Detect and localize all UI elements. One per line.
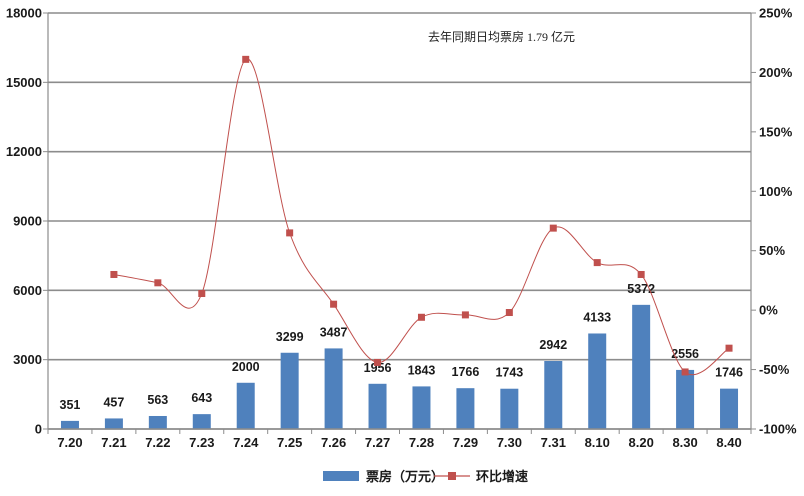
line-series-path (113, 58, 730, 375)
bar-data-label: 5372 (627, 282, 655, 296)
legend-label-line: 环比增速 (476, 469, 528, 484)
right-axis-tick-label: 200% (759, 65, 793, 80)
x-axis-tick-label: 8.30 (672, 435, 697, 450)
bar (60, 420, 79, 429)
line-point (242, 55, 250, 63)
x-axis-tick-label: 7.29 (453, 435, 478, 450)
x-axis-tick-label: 8.10 (585, 435, 610, 450)
x-axis-tick-label: 7.20 (57, 435, 82, 450)
bar-data-label: 3487 (320, 325, 348, 339)
axes (43, 12, 756, 434)
line-point (461, 311, 469, 319)
line-point (374, 358, 382, 366)
bar (632, 304, 651, 429)
bar (236, 382, 255, 429)
right-axis-tick-label: -100% (759, 422, 797, 437)
right-axis-tick-label: 100% (759, 184, 793, 199)
legend-swatch-bars (323, 471, 359, 481)
bar (192, 414, 211, 429)
bar-data-label: 1843 (408, 363, 436, 377)
bar-data-label: 643 (191, 391, 212, 405)
x-axis-ticks: 7.20 7.21 7.22 7.23 7.24 7.25 7.26 7.27 7.28 7.29… (57, 435, 741, 450)
bar (324, 348, 343, 429)
right-axis-ticks: -100% -50% 0% 50% 100% 150% 200% 250% (759, 6, 797, 437)
bar (148, 415, 167, 429)
line-point (198, 290, 206, 298)
gridlines (48, 12, 751, 430)
annotation-text: 去年同期日均票房 1.79 亿元 (428, 29, 575, 44)
left-axis-tick-label: 15000 (6, 75, 42, 90)
x-axis-tick-label: 7.27 (365, 435, 390, 450)
bar (104, 418, 123, 429)
bar-data-label: 1956 (364, 361, 392, 375)
x-axis-tick-label: 8.20 (629, 435, 654, 450)
line-point (725, 344, 733, 352)
line-point (549, 224, 557, 232)
left-axis-ticks: 0 3000 6000 9000 12000 15000 18000 (6, 6, 42, 437)
line-point (110, 270, 118, 278)
line-point (286, 229, 294, 237)
bar (500, 388, 519, 429)
bar-data-label: 1766 (452, 365, 480, 379)
x-axis-tick-label: 7.26 (321, 435, 346, 450)
bar (456, 388, 475, 429)
line-point (417, 313, 425, 321)
x-axis-tick-label: 7.21 (101, 435, 126, 450)
x-axis-tick-label: 7.22 (145, 435, 170, 450)
bar-data-label: 2000 (232, 360, 260, 374)
bar (368, 383, 387, 429)
bar (588, 333, 607, 429)
bar-data-label: 2942 (539, 338, 567, 352)
line-point (330, 300, 338, 308)
line-point (637, 270, 645, 278)
bar-data-label: 2556 (671, 347, 699, 361)
bar (720, 388, 739, 429)
legend-swatch-marker (448, 472, 456, 480)
x-axis-tick-label: 7.30 (497, 435, 522, 450)
bar-data-label: 457 (103, 395, 124, 409)
bar (544, 361, 563, 429)
left-axis-tick-label: 12000 (6, 144, 42, 159)
right-axis-tick-label: 50% (759, 243, 785, 258)
bar-data-label: 4133 (583, 310, 611, 324)
line-point (593, 259, 601, 267)
left-axis-tick-label: 3000 (13, 352, 42, 367)
x-axis-tick-label: 7.25 (277, 435, 302, 450)
left-axis-tick-label: 18000 (6, 6, 42, 21)
x-axis-tick-label: 7.28 (409, 435, 434, 450)
bar (412, 386, 431, 429)
left-axis-tick-label: 9000 (13, 214, 42, 229)
left-axis-tick-label: 0 (35, 422, 42, 437)
bar-series (60, 304, 739, 429)
right-axis-tick-label: -50% (759, 362, 790, 377)
legend: 票房（万元） 环比增速 (323, 469, 528, 484)
bar-data-label: 1746 (715, 366, 743, 380)
x-axis-tick-label: 7.24 (233, 435, 259, 450)
bar-data-label: 1743 (495, 366, 523, 380)
right-axis-tick-label: 150% (759, 124, 793, 139)
right-axis-tick-label: 0% (759, 303, 778, 318)
line-point (681, 368, 689, 376)
x-axis-tick-label: 7.31 (541, 435, 566, 450)
right-axis-tick-label: 250% (759, 6, 793, 21)
bar (280, 352, 299, 429)
x-axis-tick-label: 8.40 (716, 435, 741, 450)
bar-data-labels: 351 457 563 643 2000 3299 3487 1956 1843 1766 1743… (60, 282, 743, 412)
bar-data-label: 563 (147, 393, 168, 407)
left-axis-tick-label: 6000 (13, 283, 42, 298)
line-series (110, 55, 733, 376)
bar-data-label: 351 (60, 398, 81, 412)
bar (676, 369, 695, 429)
line-point (505, 309, 513, 317)
x-axis-tick-label: 7.23 (189, 435, 214, 450)
legend-label-bars: 票房（万元） (366, 469, 444, 484)
line-point (154, 279, 162, 287)
bar-data-label: 3299 (276, 330, 304, 344)
